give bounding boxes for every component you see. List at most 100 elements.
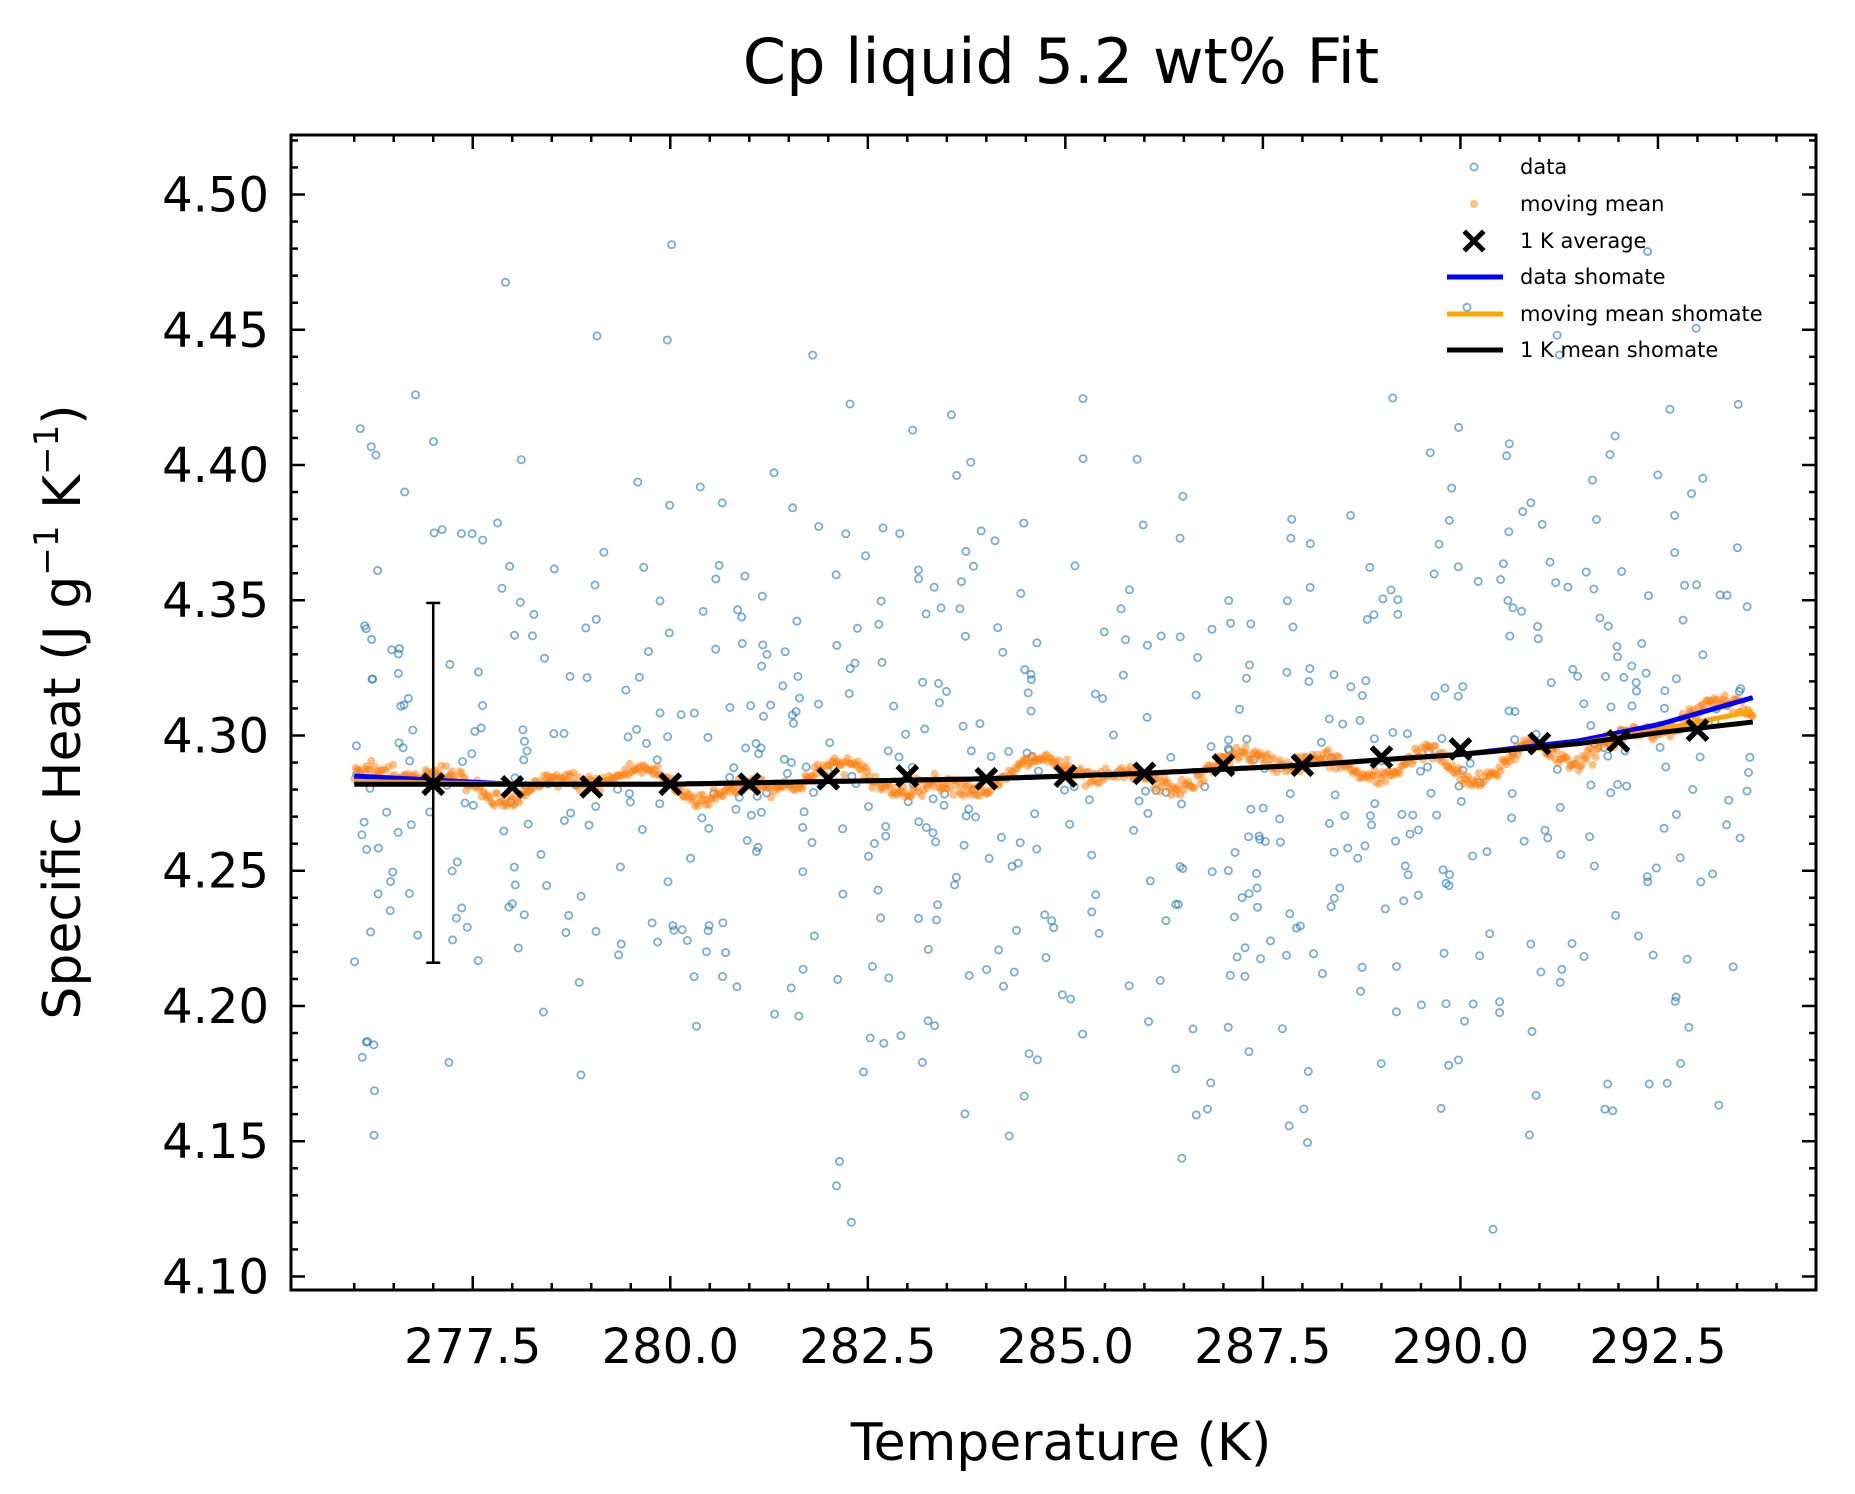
data-point <box>582 673 592 683</box>
data-point <box>507 899 517 909</box>
1k-average-marker <box>579 774 604 799</box>
1k-average-marker <box>1053 764 1078 788</box>
data-point <box>1143 808 1153 818</box>
data-point <box>1286 533 1296 543</box>
data-point <box>1495 997 1505 1007</box>
data-point <box>406 820 416 830</box>
data-point <box>1627 701 1637 711</box>
data-point <box>1444 1060 1454 1070</box>
data-point <box>867 961 877 971</box>
data-point <box>451 913 461 923</box>
data-point <box>689 972 699 982</box>
data-point <box>664 628 674 638</box>
legend-label-data-shomate: data shomate <box>1520 265 1666 289</box>
data-point <box>1365 562 1375 572</box>
data-point <box>1141 786 1151 796</box>
data-point <box>1527 1026 1537 1036</box>
data-point <box>591 801 601 811</box>
data-point <box>1041 953 1051 963</box>
data-point <box>994 945 1004 955</box>
data-point <box>667 240 677 250</box>
data-point <box>1665 404 1675 414</box>
data-point <box>1460 1016 1470 1026</box>
data-point <box>884 973 894 983</box>
moving-mean-point <box>1381 777 1390 786</box>
data-point <box>1444 515 1454 525</box>
data-point <box>1563 582 1573 592</box>
data-point <box>1134 796 1144 806</box>
data-point <box>930 1021 940 1031</box>
data-point <box>865 1033 875 1043</box>
data-point <box>1447 483 1457 493</box>
data-point <box>704 921 714 931</box>
data-point <box>809 788 819 798</box>
y-tick-label: 4.15 <box>162 1114 269 1170</box>
data-point <box>1440 683 1450 693</box>
data-point <box>975 719 985 729</box>
data-point <box>714 560 724 570</box>
1k-average-marker <box>1132 761 1157 786</box>
data-point <box>982 965 992 975</box>
data-point <box>1252 883 1262 893</box>
data-point <box>780 647 790 657</box>
data-point <box>676 710 686 720</box>
data-point <box>1191 1110 1201 1120</box>
data-point <box>1357 691 1367 701</box>
data-point <box>1070 561 1080 571</box>
data-point <box>793 672 803 682</box>
data-point <box>388 867 398 877</box>
data-point <box>850 658 860 668</box>
data-point <box>1326 902 1336 912</box>
data-point <box>398 743 408 753</box>
moving-mean-point <box>1199 776 1208 785</box>
data-point <box>1567 939 1577 949</box>
data-point <box>1361 676 1371 686</box>
moving-mean-point <box>1448 761 1457 770</box>
data-point <box>1138 520 1148 530</box>
data-point <box>1660 686 1670 696</box>
data-point <box>928 794 938 804</box>
data-point <box>1356 986 1366 996</box>
data-point <box>859 1067 869 1077</box>
data-point <box>540 653 550 663</box>
data-point <box>876 596 886 606</box>
data-point <box>515 597 525 607</box>
data-point <box>1462 302 1472 312</box>
data-point <box>966 457 976 467</box>
data-point <box>1586 780 1596 790</box>
legend-item-moving-mean-shomate: moving mean shomate <box>1447 302 1763 326</box>
data-point <box>1241 673 1251 683</box>
data-point <box>1026 675 1036 685</box>
data-point <box>928 828 938 838</box>
data-point <box>1438 865 1448 875</box>
data-point <box>998 647 1008 657</box>
data-point <box>1391 1007 1401 1017</box>
moving-mean-point <box>1431 742 1440 751</box>
data-point <box>1353 853 1363 863</box>
data-point <box>528 631 538 641</box>
moving-mean-point <box>949 790 958 799</box>
data-point <box>1317 969 1327 979</box>
data-point <box>1004 1131 1014 1141</box>
data-point <box>1386 585 1396 595</box>
data-point <box>959 840 969 850</box>
data-point <box>1282 667 1292 677</box>
moving-mean-point <box>995 779 1004 788</box>
data-point <box>1338 719 1348 729</box>
moving-mean-point <box>1496 766 1505 775</box>
data-point <box>1445 870 1455 880</box>
data-point <box>476 723 486 733</box>
data-point <box>1613 652 1623 662</box>
data-point <box>1060 785 1070 795</box>
data-point <box>1230 848 1240 858</box>
data-point <box>447 866 457 876</box>
data-point <box>373 566 383 576</box>
data-point <box>576 891 586 901</box>
moving-mean-point <box>1582 755 1591 764</box>
data-point <box>918 677 928 687</box>
legend-marker-moving-mean <box>1470 200 1478 208</box>
data-point <box>1244 1047 1254 1057</box>
data-point <box>538 1007 548 1017</box>
data-point <box>1244 889 1254 899</box>
data-point <box>542 881 552 891</box>
